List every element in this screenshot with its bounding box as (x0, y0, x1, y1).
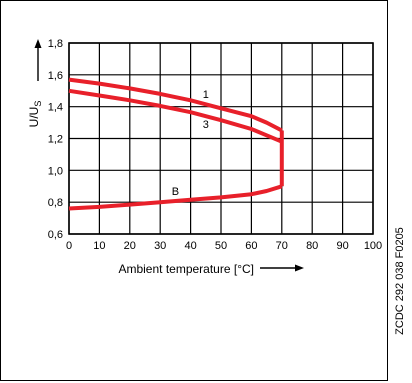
y-axis-label: U/US (27, 101, 43, 128)
y-axis-arrow-head (34, 39, 42, 48)
x-tick-label: 60 (245, 240, 257, 252)
x-tick-label: 0 (66, 240, 72, 252)
x-tick-label: 40 (184, 240, 196, 252)
x-tick-label: 70 (276, 240, 288, 252)
y-axis-label-sub: S (33, 101, 43, 107)
x-axis-arrow-head (295, 264, 304, 272)
series-line-1 (68, 77, 283, 133)
y-axis-label-main: U/U (27, 107, 41, 128)
series-line-3 (68, 88, 283, 144)
y-tick-label: 1,4 (48, 102, 63, 114)
series-label: B (172, 186, 179, 198)
x-tick-label: 80 (306, 240, 318, 252)
series-label: 1 (203, 89, 209, 101)
x-tick-label: 10 (93, 240, 105, 252)
plot-border (68, 42, 374, 235)
x-tick-label: 90 (336, 240, 348, 252)
y-tick-label: 1,6 (48, 70, 63, 82)
chart-svg: 0 10 20 30 40 50 60 70 80 90 100 0,6 0,8 1,0 1,2 1,4 1,6… (27, 38, 382, 276)
x-axis-label: Ambient temperature [°C] (118, 262, 254, 276)
x-tick-label: 20 (124, 240, 136, 252)
chart-frame: 0 10 20 30 40 50 60 70 80 90 100 0,6 0,8 1,0 1,2 1,4 1,6… (0, 0, 388, 381)
x-tick-label: 30 (154, 240, 166, 252)
y-tick-label: 0,8 (48, 197, 63, 209)
figure-code: ZCDC 292 038 F0205 (394, 227, 406, 335)
series-line-B (68, 184, 283, 211)
series-label: 3 (203, 119, 209, 131)
y-tick-label: 1,0 (48, 165, 63, 177)
y-tick-label: 0,6 (48, 229, 63, 241)
y-tick-label: 1,2 (48, 134, 63, 146)
x-tick-label: 50 (215, 240, 227, 252)
y-tick-label: 1,8 (48, 38, 63, 50)
x-tick-label: 100 (364, 240, 382, 252)
